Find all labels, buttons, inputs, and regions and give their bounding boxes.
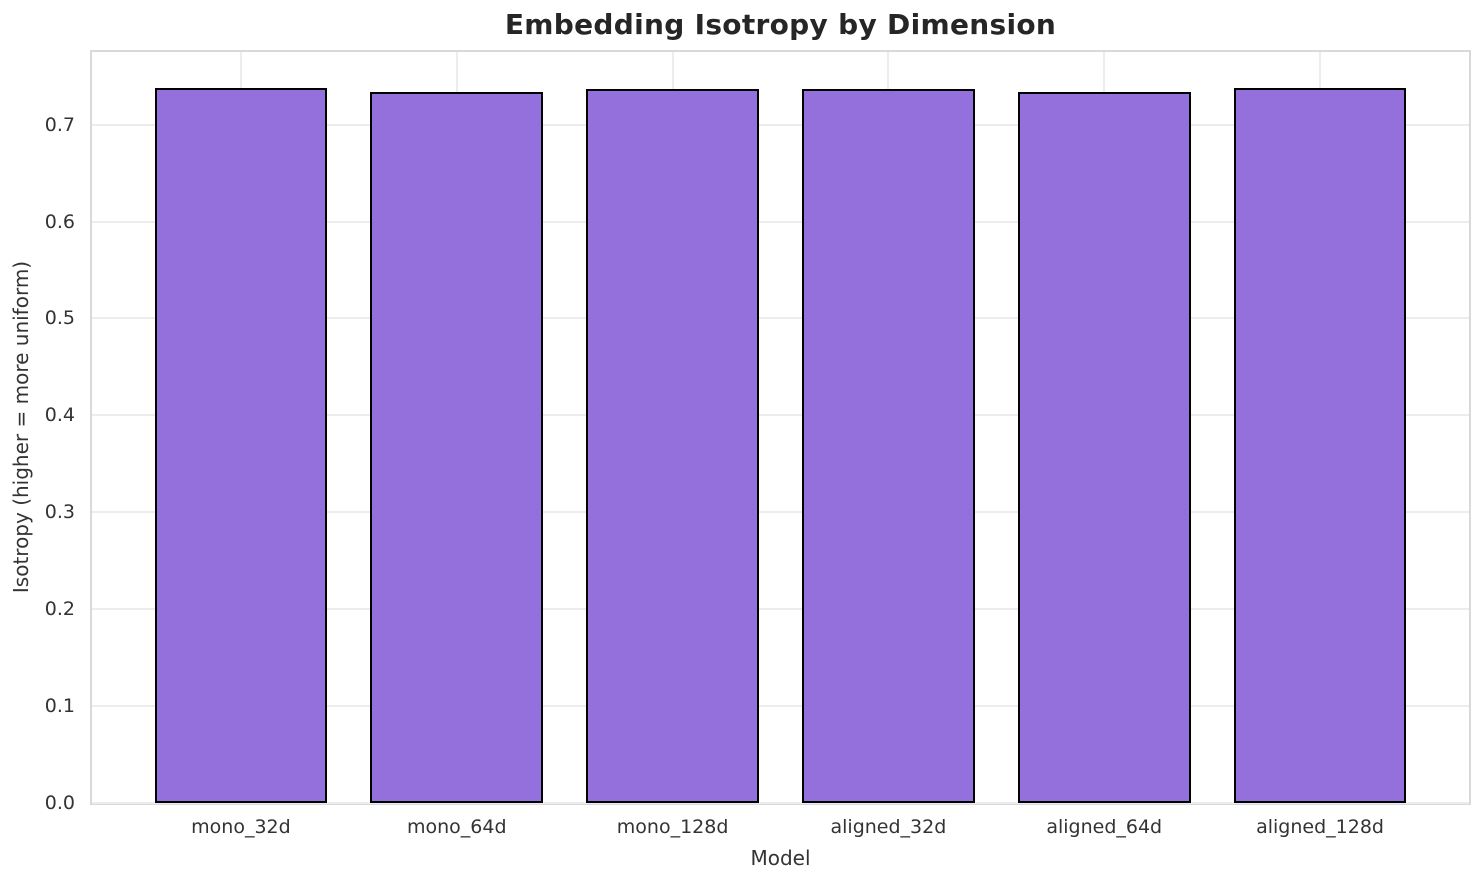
bar-aligned_64d (1017, 91, 1191, 803)
h-gridline (92, 802, 1469, 804)
bar-aligned_32d (802, 88, 975, 803)
x-tick-label: mono_64d (406, 816, 507, 838)
y-tick-label: 0.2 (44, 598, 75, 621)
y-tick-label: 0.5 (44, 307, 75, 330)
x-axis-label: Model (750, 846, 811, 870)
y-tick-label: 0.3 (44, 501, 75, 524)
x-tick-label: aligned_32d (830, 816, 947, 838)
y-axis-label: Isotropy (higher = more uniform) (9, 260, 33, 594)
h-gridline (92, 414, 1469, 417)
x-tick-label: aligned_128d (1256, 816, 1384, 838)
y-tick-label: 0.7 (44, 113, 75, 136)
bar-mono_128d (586, 88, 759, 803)
h-gridline (92, 511, 1469, 514)
bar-mono_64d (370, 91, 544, 803)
y-tick-label: 0.4 (44, 404, 75, 427)
x-tick-label: mono_32d (191, 816, 291, 838)
h-gridline (92, 608, 1469, 611)
h-gridline (92, 123, 1469, 126)
bar-mono_32d (154, 87, 328, 803)
chart-title: Embedding Isotropy by Dimension (504, 8, 1057, 41)
h-gridline (92, 317, 1469, 320)
h-gridline (92, 705, 1469, 708)
y-tick-label: 0.6 (44, 210, 75, 233)
x-tick-label: aligned_64d (1046, 816, 1163, 838)
plot-area (90, 50, 1471, 805)
bar-aligned_128d (1233, 87, 1407, 803)
y-tick-label: 0.1 (44, 695, 75, 718)
y-tick-label: 0.0 (44, 792, 75, 814)
h-gridline (92, 220, 1469, 223)
x-tick-label: mono_128d (616, 816, 729, 838)
